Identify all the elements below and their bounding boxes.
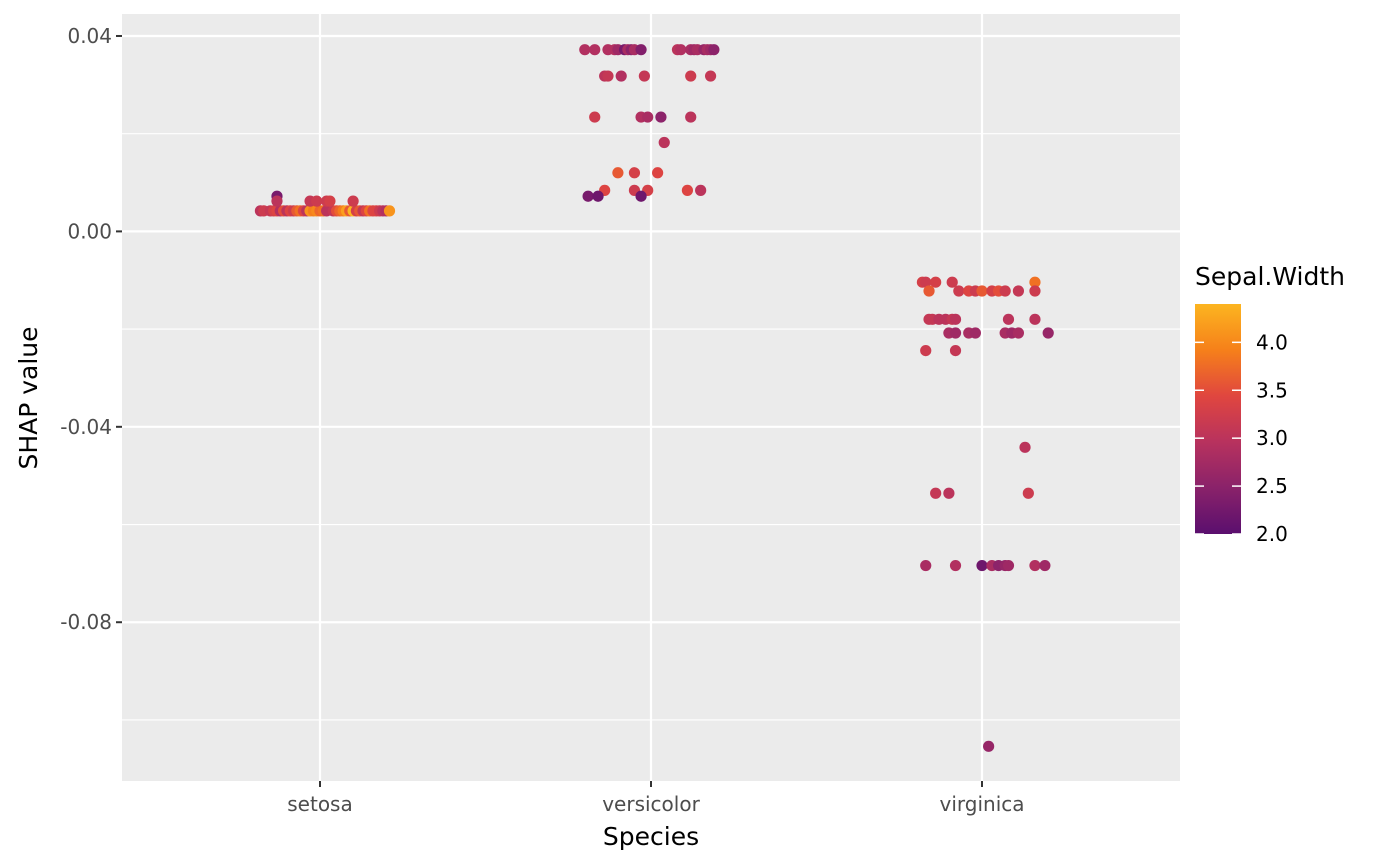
data-point xyxy=(628,167,641,179)
data-point xyxy=(582,190,594,202)
data-point xyxy=(1029,276,1041,288)
x-tick-label-setosa: setosa xyxy=(287,792,352,816)
legend-tick-label: 3.0 xyxy=(1256,426,1288,450)
data-point xyxy=(920,345,932,357)
legend-title: Sepal.Width xyxy=(1195,262,1345,291)
data-point xyxy=(658,136,670,149)
data-point xyxy=(655,111,667,123)
data-point xyxy=(930,276,942,288)
y-tick-label: 0.04 xyxy=(67,24,112,48)
data-point xyxy=(685,70,697,82)
data-point xyxy=(976,559,988,572)
data-point xyxy=(695,184,707,196)
data-point xyxy=(920,559,932,572)
data-point xyxy=(1029,285,1041,297)
data-point xyxy=(1022,487,1034,499)
data-point xyxy=(949,559,962,572)
data-point xyxy=(1039,559,1051,572)
data-point xyxy=(685,111,697,123)
legend-tick-label: 3.5 xyxy=(1256,378,1288,402)
data-point xyxy=(324,195,336,207)
data-point xyxy=(1002,313,1015,325)
data-point xyxy=(1029,313,1041,325)
data-point xyxy=(675,44,687,56)
data-point xyxy=(969,327,981,339)
data-point xyxy=(923,285,935,297)
data-point xyxy=(347,195,359,207)
data-point xyxy=(638,70,650,82)
data-point xyxy=(708,44,720,56)
data-point xyxy=(681,184,694,196)
x-tick-label-versicolor: versicolor xyxy=(602,792,700,816)
data-point xyxy=(635,44,647,56)
data-point xyxy=(1002,559,1015,572)
color-legend: Sepal.Width 4.0 3.5 3.0 2.5 2.0 xyxy=(1195,262,1345,546)
data-point xyxy=(1029,559,1041,572)
x-axis-title: Species xyxy=(603,822,699,851)
data-point xyxy=(589,44,601,56)
data-point xyxy=(589,111,601,123)
data-point xyxy=(1012,285,1025,297)
data-point xyxy=(1019,441,1031,453)
legend-tick-label: 2.0 xyxy=(1256,522,1288,546)
gridlines xyxy=(122,14,1180,781)
data-point xyxy=(635,190,647,202)
data-point xyxy=(612,167,624,179)
data-point xyxy=(930,487,942,499)
data-point xyxy=(652,167,664,179)
data-point xyxy=(949,313,962,325)
data-point xyxy=(943,487,955,499)
data-point xyxy=(949,345,962,357)
data-point xyxy=(271,195,283,207)
data-point xyxy=(953,285,965,297)
data-point xyxy=(602,70,614,82)
data-point xyxy=(1012,327,1025,339)
data-point xyxy=(949,327,962,339)
axes: 0.04 0.00 -0.04 -0.08 setosa versicolor virgin… xyxy=(60,24,1024,816)
data-point xyxy=(946,276,958,288)
y-tick-label: -0.08 xyxy=(60,610,112,634)
data-point xyxy=(983,740,995,752)
data-point xyxy=(311,195,323,207)
y-axis-title: SHAP value xyxy=(14,326,43,469)
y-tick-label: -0.04 xyxy=(60,415,112,439)
data-point xyxy=(920,276,932,288)
colorbar xyxy=(1195,304,1241,534)
data-point xyxy=(976,285,988,297)
legend-tick-label: 2.5 xyxy=(1256,474,1288,498)
x-tick-label-virginica: virginica xyxy=(940,792,1025,816)
legend-ticks: 4.0 3.5 3.0 2.5 2.0 xyxy=(1195,330,1288,546)
data-point xyxy=(615,70,627,82)
data-points xyxy=(254,44,1054,752)
data-point xyxy=(999,285,1011,297)
y-tick-label: 0.00 xyxy=(67,219,112,243)
data-point xyxy=(704,70,717,82)
data-point xyxy=(642,111,654,123)
legend-tick-label: 4.0 xyxy=(1256,330,1288,354)
data-point xyxy=(1042,327,1054,339)
data-point xyxy=(383,205,396,217)
data-point xyxy=(592,190,604,202)
data-point xyxy=(579,44,591,56)
